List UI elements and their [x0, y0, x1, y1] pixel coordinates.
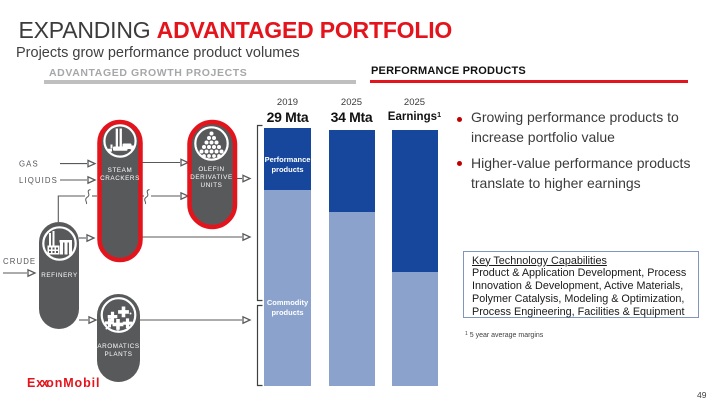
svg-text:GAS: GAS: [19, 160, 39, 169]
svg-text:STEAM: STEAM: [108, 167, 133, 174]
svg-text:CRUDE: CRUDE: [3, 257, 36, 266]
svg-text:CRACKERS: CRACKERS: [100, 175, 140, 182]
svg-text:DERIVATIVE: DERIVATIVE: [190, 174, 233, 181]
svg-text:LIQUIDS: LIQUIDS: [19, 176, 58, 185]
svg-text:AROMATICS: AROMATICS: [97, 343, 139, 350]
svg-text:UNITS: UNITS: [201, 182, 223, 189]
svg-text:REFINERY: REFINERY: [41, 272, 78, 279]
svg-text:PLANTS: PLANTS: [104, 351, 132, 358]
svg-text:OLEFIN: OLEFIN: [198, 166, 224, 173]
